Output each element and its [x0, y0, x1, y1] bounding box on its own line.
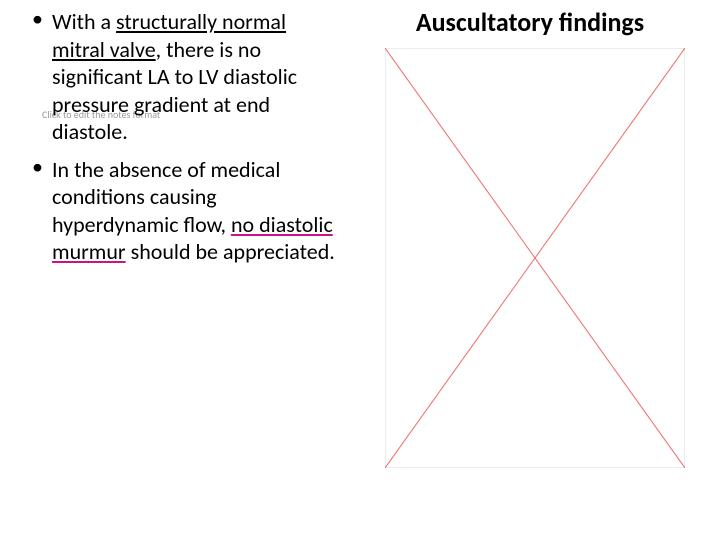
bullet-text: In the absence of medical conditions cau… — [52, 156, 335, 266]
bullet-list: With a structurally normal mitral valve,… — [30, 8, 340, 266]
placeholder-cross-icon — [385, 48, 685, 468]
image-placeholder — [385, 48, 685, 468]
text-run: should be appreciated. — [126, 238, 335, 265]
heading-text: Auscultatory findings — [416, 6, 644, 38]
text-run: With a — [52, 8, 116, 35]
slide: Click to edit the notes format With a st… — [0, 0, 720, 540]
bullet-item: In the absence of medical conditions cau… — [30, 156, 340, 266]
bullet-item: With a structurally normal mitral valve,… — [30, 8, 340, 146]
body-text-column: With a structurally normal mitral valve,… — [30, 8, 340, 276]
bullet-text: With a structurally normal mitral valve,… — [52, 8, 297, 145]
heading: Auscultatory findings — [350, 6, 710, 38]
